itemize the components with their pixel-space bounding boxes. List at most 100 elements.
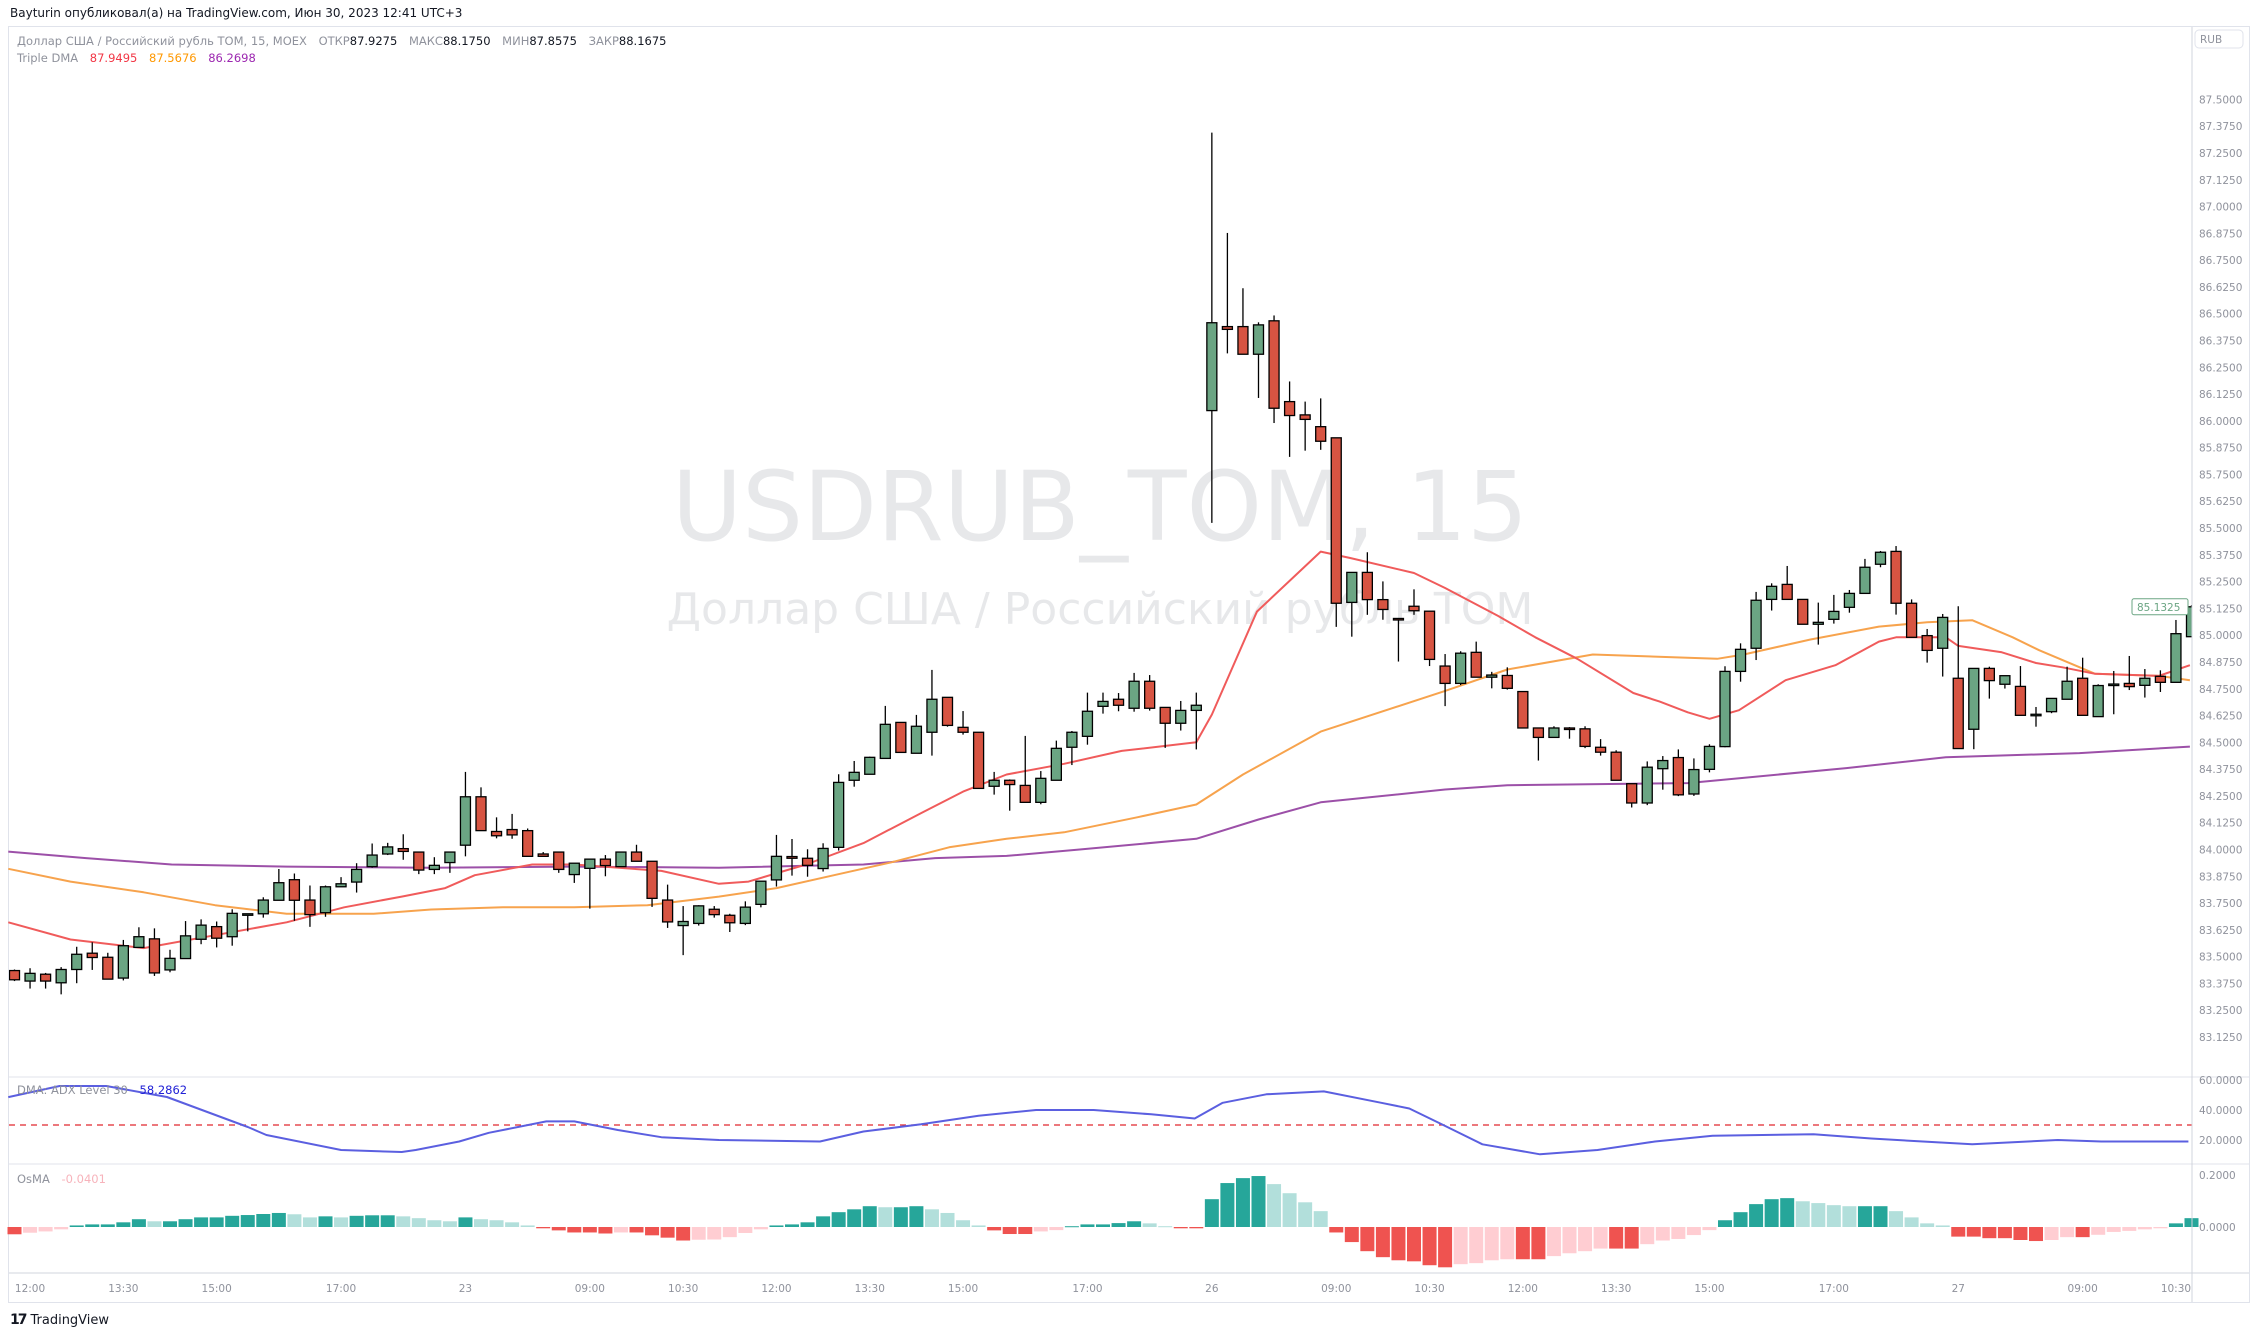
candle[interactable] [1548, 726, 1560, 739]
candle[interactable] [242, 913, 254, 932]
candle[interactable] [39, 972, 52, 989]
candle[interactable] [1283, 381, 1296, 457]
candle[interactable] [397, 834, 409, 860]
candle[interactable] [848, 760, 860, 787]
candle[interactable] [1159, 706, 1171, 748]
candle[interactable] [661, 884, 674, 928]
candle[interactable] [24, 968, 36, 989]
candle[interactable] [1019, 735, 1031, 803]
candle[interactable] [1361, 552, 1373, 615]
candle[interactable] [1579, 726, 1591, 749]
candle[interactable] [1097, 692, 1109, 714]
candle[interactable] [148, 928, 161, 976]
candle[interactable] [117, 939, 129, 981]
candle[interactable] [568, 862, 580, 883]
candle[interactable] [2139, 669, 2151, 698]
candle[interactable] [1890, 546, 1902, 615]
candle[interactable] [599, 855, 612, 877]
candle[interactable] [86, 942, 98, 970]
candle[interactable] [1905, 599, 1918, 638]
candle[interactable] [459, 771, 472, 857]
candle[interactable] [755, 880, 767, 908]
candle[interactable] [71, 946, 83, 984]
candle[interactable] [1999, 675, 2011, 689]
candle[interactable] [1626, 783, 1638, 808]
candle[interactable] [1081, 692, 1094, 745]
candle[interactable] [1610, 750, 1622, 781]
candle[interactable] [1843, 589, 1856, 613]
currency-button[interactable] [2194, 29, 2244, 49]
candle[interactable] [366, 843, 378, 868]
candle[interactable] [1190, 692, 1202, 750]
candle[interactable] [817, 843, 829, 872]
candle[interactable] [1408, 589, 1420, 615]
candle[interactable] [1377, 581, 1389, 620]
candle[interactable] [2076, 657, 2089, 716]
candle[interactable] [2154, 670, 2167, 692]
candle[interactable] [1439, 654, 1451, 707]
candle[interactable] [1455, 651, 1467, 686]
candle[interactable] [102, 952, 114, 980]
candle[interactable] [335, 877, 347, 888]
candle[interactable] [537, 852, 549, 857]
candle[interactable] [630, 844, 643, 862]
candle[interactable] [724, 913, 736, 932]
candle[interactable] [2123, 655, 2135, 691]
candle[interactable] [739, 901, 751, 926]
candle[interactable] [522, 828, 534, 857]
candle[interactable] [1221, 232, 1234, 354]
candle[interactable] [708, 906, 720, 918]
candle[interactable] [786, 838, 798, 876]
candle[interactable] [677, 906, 689, 956]
candle[interactable] [1315, 398, 1327, 450]
candle[interactable] [1501, 667, 1513, 690]
candle[interactable] [1486, 671, 1498, 689]
candle[interactable] [382, 842, 394, 856]
candle[interactable] [1750, 591, 1762, 661]
candle[interactable] [1968, 667, 1980, 750]
candle[interactable] [319, 885, 332, 917]
candle[interactable] [833, 774, 845, 851]
candle[interactable] [1641, 761, 1653, 806]
candle[interactable] [1703, 744, 1716, 773]
candle[interactable] [1004, 779, 1016, 811]
candle[interactable] [879, 705, 891, 760]
candle[interactable] [506, 813, 518, 839]
candle[interactable] [1470, 641, 1482, 678]
candle[interactable] [1952, 606, 1964, 750]
candle[interactable] [1719, 666, 1731, 748]
candle[interactable] [2030, 706, 2042, 727]
candle[interactable] [1299, 401, 1311, 451]
candle[interactable] [1175, 700, 1187, 731]
candle[interactable] [1812, 602, 1824, 645]
candle[interactable] [444, 851, 456, 873]
candle[interactable] [2108, 670, 2120, 715]
candle[interactable] [350, 863, 363, 893]
candle[interactable] [9, 969, 21, 982]
candle[interactable] [2014, 666, 2027, 716]
candle[interactable] [926, 669, 938, 756]
candle[interactable] [2170, 619, 2182, 683]
candle[interactable] [957, 711, 969, 735]
candle[interactable] [1563, 727, 1576, 739]
candle[interactable] [1859, 558, 1871, 595]
candle[interactable] [1252, 322, 1265, 398]
candle[interactable] [164, 949, 176, 973]
candle[interactable] [1594, 739, 1607, 756]
candle[interactable] [1268, 315, 1280, 424]
candle[interactable] [428, 857, 441, 875]
candle[interactable] [1112, 693, 1125, 712]
candle[interactable] [1828, 594, 1840, 624]
candle[interactable] [770, 834, 783, 887]
candle[interactable] [288, 873, 301, 921]
candle[interactable] [1921, 628, 1933, 663]
candle[interactable] [1330, 437, 1342, 627]
candle[interactable] [2061, 666, 2073, 700]
candle[interactable] [988, 771, 1000, 795]
candle[interactable] [646, 860, 658, 907]
osma-legend[interactable]: OsMA -0.0401 [17, 1172, 106, 1186]
candle[interactable] [1035, 771, 1047, 805]
candle[interactable] [1423, 610, 1436, 667]
candle[interactable] [1050, 740, 1062, 781]
footer-brand[interactable]: 17 TradingView [10, 1312, 109, 1328]
